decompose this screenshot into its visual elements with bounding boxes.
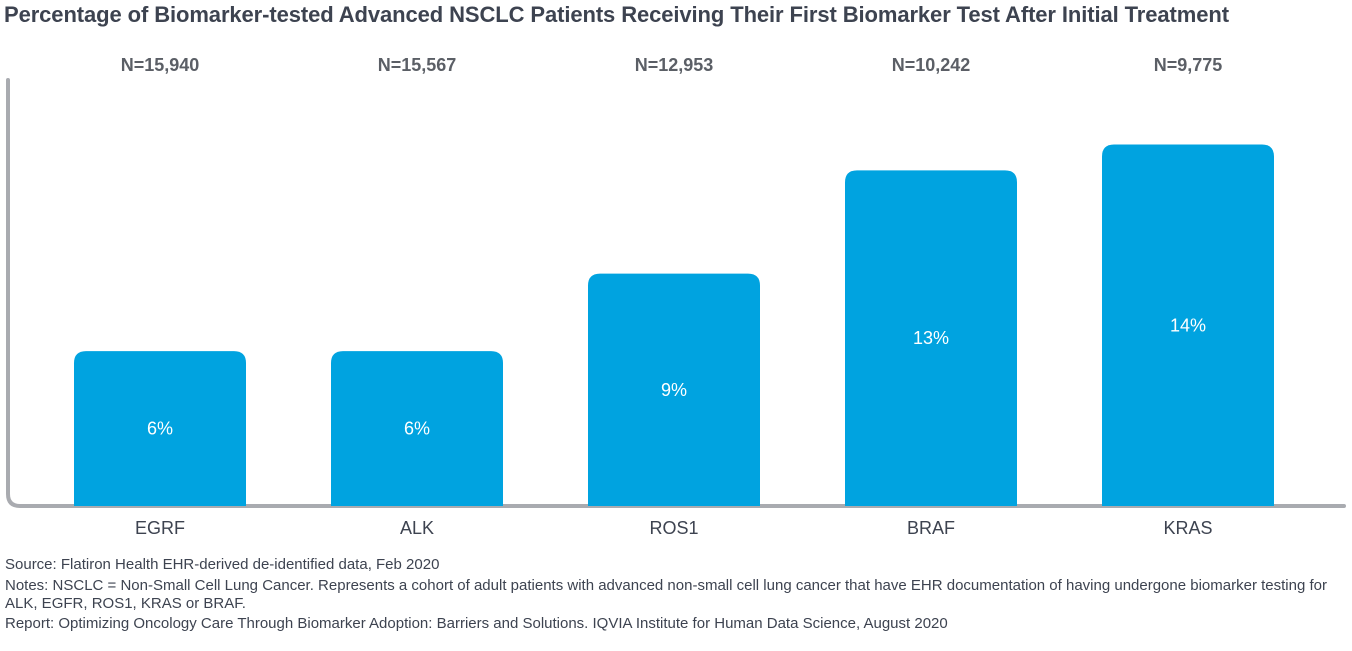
n-label: N=15,940	[121, 55, 200, 75]
bar-kras	[1102, 144, 1274, 506]
n-labels: N=15,940 N=15,567 N=12,953 N=10,242 N=9,775	[121, 55, 1223, 75]
bar-value-label: 9%	[661, 380, 687, 400]
bar-alk	[331, 351, 503, 506]
x-tick-label: ROS1	[649, 518, 698, 538]
x-tick-label: KRAS	[1163, 518, 1212, 538]
x-tick-label: EGRF	[135, 518, 185, 538]
bar-value-label: 13%	[913, 328, 949, 348]
bar-value-label: 6%	[404, 419, 430, 439]
bars	[74, 144, 1274, 506]
footnotes: Source: Flatiron Health EHR-derived de-i…	[5, 556, 1345, 635]
bar-ros1	[588, 273, 760, 506]
bar-value-labels: 6% 6% 9% 13% 14%	[147, 315, 1206, 438]
source-note: Source: Flatiron Health EHR-derived de-i…	[5, 556, 440, 573]
n-label: N=12,953	[635, 55, 714, 75]
notes-text: Notes: NSCLC = Non-Small Cell Lung Cance…	[5, 577, 1327, 612]
x-tick-labels: EGRF ALK ROS1 BRAF KRAS	[135, 518, 1213, 538]
bar-braf	[845, 170, 1017, 506]
bar-chart: N=15,940 N=15,567 N=12,953 N=10,242 N=9,775 …	[6, 55, 1346, 538]
x-tick-label: ALK	[400, 518, 434, 538]
bar-value-label: 14%	[1170, 315, 1206, 335]
n-label: N=9,775	[1154, 55, 1223, 75]
report-note: Report: Optimizing Oncology Care Through…	[5, 615, 948, 632]
axis-frame	[6, 78, 1346, 508]
x-tick-label: BRAF	[907, 518, 955, 538]
bar-value-label: 6%	[147, 419, 173, 439]
n-label: N=15,567	[378, 55, 457, 75]
n-label: N=10,242	[892, 55, 971, 75]
chart-title: Percentage of Biomarker-tested Advanced …	[4, 2, 1229, 27]
bar-egrf	[74, 351, 246, 506]
